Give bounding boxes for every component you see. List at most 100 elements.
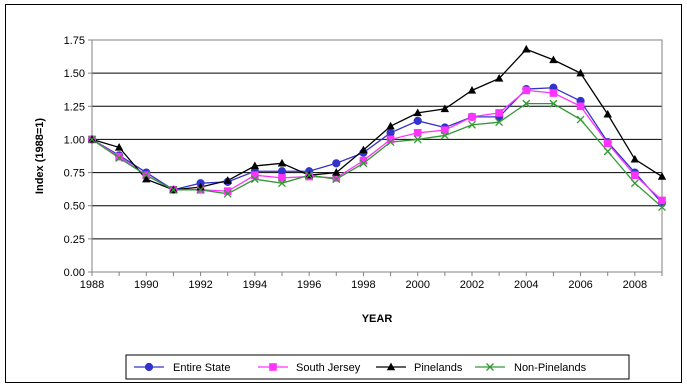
x-tick-label: 1998 xyxy=(351,279,375,291)
data-point-south-jersey xyxy=(251,171,259,180)
chart-frame: 0.00 0.25 0.50 0.75 1.00 1.25 1.50 1.75 1988 199… xyxy=(5,4,682,383)
data-point-non-pinelands xyxy=(115,154,124,162)
data-point-south-jersey xyxy=(413,129,422,137)
x-tick-label: 1988 xyxy=(80,279,104,291)
series-line-non-pinelands xyxy=(91,102,663,208)
data-point-south-jersey xyxy=(359,156,368,165)
data-point-non-pinelands xyxy=(440,131,449,140)
data-point-pinelands xyxy=(440,104,450,113)
data-point-south-jersey xyxy=(441,126,449,134)
data-point-non-pinelands xyxy=(332,175,341,184)
data-point-non-pinelands xyxy=(495,118,504,127)
x-axis-title: YEAR xyxy=(362,313,393,325)
data-point-south-jersey xyxy=(522,86,531,95)
series-line-entire-state xyxy=(91,87,663,204)
line-chart: 0.00 0.25 0.50 0.75 1.00 1.25 1.50 1.75 1988 199… xyxy=(34,35,667,380)
y-axis-ticks: 0.00 0.25 0.50 0.75 1.00 1.25 1.50 1.75 xyxy=(64,35,92,279)
data-point-non-pinelands xyxy=(549,99,558,108)
data-point-pinelands xyxy=(494,74,504,82)
legend-label-south-jersey: South Jersey xyxy=(296,362,361,374)
gridlines xyxy=(92,72,662,240)
data-point-non-pinelands xyxy=(88,135,96,144)
series-lines xyxy=(91,48,663,208)
data-point-pinelands xyxy=(114,142,124,151)
x-tick-label: 1994 xyxy=(243,279,267,291)
plot-area-border xyxy=(91,39,663,273)
data-point-south-jersey xyxy=(223,187,232,195)
data-point-non-pinelands xyxy=(468,120,476,129)
x-tick-label: 2004 xyxy=(514,279,538,291)
x-tick-label: 2006 xyxy=(568,279,592,291)
data-point-pinelands xyxy=(142,174,151,183)
data-point-non-pinelands xyxy=(522,99,531,108)
x-tick-label: 2008 xyxy=(623,279,647,291)
data-point-non-pinelands xyxy=(250,175,259,184)
x-tick-label: 1992 xyxy=(188,279,212,291)
data-point-south-jersey xyxy=(549,89,558,97)
legend-label-entire-state: Entire State xyxy=(173,362,230,374)
data-point-entire-state xyxy=(413,116,422,125)
data-point-south-jersey xyxy=(278,174,286,182)
data-point-south-jersey xyxy=(468,113,476,121)
y-tick-label: 1.75 xyxy=(64,35,85,47)
data-point-entire-state xyxy=(277,167,287,176)
y-tick-label: 0.75 xyxy=(64,168,85,180)
data-point-non-pinelands xyxy=(223,189,232,198)
data-point-non-pinelands xyxy=(413,135,422,144)
data-point-pinelands xyxy=(603,109,612,118)
data-point-pinelands xyxy=(549,55,558,64)
data-point-south-jersey xyxy=(576,102,585,111)
series-markers xyxy=(87,44,667,211)
y-tick-label: 1.00 xyxy=(64,134,85,146)
data-point-south-jersey xyxy=(603,139,612,148)
data-point-pinelands xyxy=(359,145,368,154)
data-point-non-pinelands xyxy=(196,185,205,194)
x-tick-label: 1996 xyxy=(297,279,321,291)
legend: Entire State South Jersey Pinelands Non-Pin… xyxy=(125,354,630,380)
data-point-non-pinelands xyxy=(658,203,666,211)
data-point-south-jersey xyxy=(386,135,395,144)
data-point-non-pinelands xyxy=(305,171,314,180)
data-point-south-jersey xyxy=(332,174,341,182)
data-point-south-jersey xyxy=(631,171,639,180)
data-point-pinelands xyxy=(413,108,422,117)
data-point-non-pinelands xyxy=(359,159,368,168)
data-point-pinelands xyxy=(277,158,287,167)
legend-marker-pinelands xyxy=(386,362,396,371)
data-point-non-pinelands xyxy=(630,179,639,188)
data-point-entire-state xyxy=(332,159,341,168)
data-point-south-jersey xyxy=(115,152,123,161)
data-point-pinelands xyxy=(467,85,477,94)
data-point-non-pinelands xyxy=(576,115,585,124)
series-line-pinelands xyxy=(91,48,663,191)
y-tick-label: 0.00 xyxy=(64,267,85,279)
data-point-non-pinelands xyxy=(386,138,395,147)
data-point-pinelands xyxy=(522,44,531,53)
legend-marker-entire-state xyxy=(144,362,154,372)
x-tick-label: 2000 xyxy=(405,279,429,291)
data-point-pinelands xyxy=(576,68,585,77)
y-axis-title: Index (1988=1) xyxy=(34,118,46,194)
data-point-south-jersey xyxy=(658,196,666,205)
y-tick-label: 1.50 xyxy=(64,68,85,80)
data-point-non-pinelands xyxy=(169,185,178,194)
series-line-south-jersey xyxy=(91,89,663,201)
data-point-pinelands xyxy=(386,121,395,130)
data-point-pinelands xyxy=(657,172,667,180)
y-tick-label: 0.25 xyxy=(64,234,85,246)
data-point-pinelands xyxy=(630,154,640,163)
data-point-pinelands xyxy=(332,168,341,176)
data-point-pinelands xyxy=(250,161,260,170)
data-point-non-pinelands xyxy=(603,147,612,156)
data-point-non-pinelands xyxy=(142,171,151,180)
legend-marker-non-pinelands xyxy=(486,363,494,371)
legend-marker-south-jersey xyxy=(269,363,277,371)
y-tick-label: 1.25 xyxy=(64,101,85,113)
data-point-entire-state xyxy=(386,128,395,137)
x-tick-label: 2002 xyxy=(460,279,484,291)
data-point-south-jersey xyxy=(495,109,503,117)
legend-label-non-pinelands: Non-Pinelands xyxy=(514,362,587,374)
y-tick-label: 0.50 xyxy=(64,201,85,213)
legend-label-pinelands: Pinelands xyxy=(414,362,463,374)
data-point-pinelands xyxy=(223,176,232,184)
